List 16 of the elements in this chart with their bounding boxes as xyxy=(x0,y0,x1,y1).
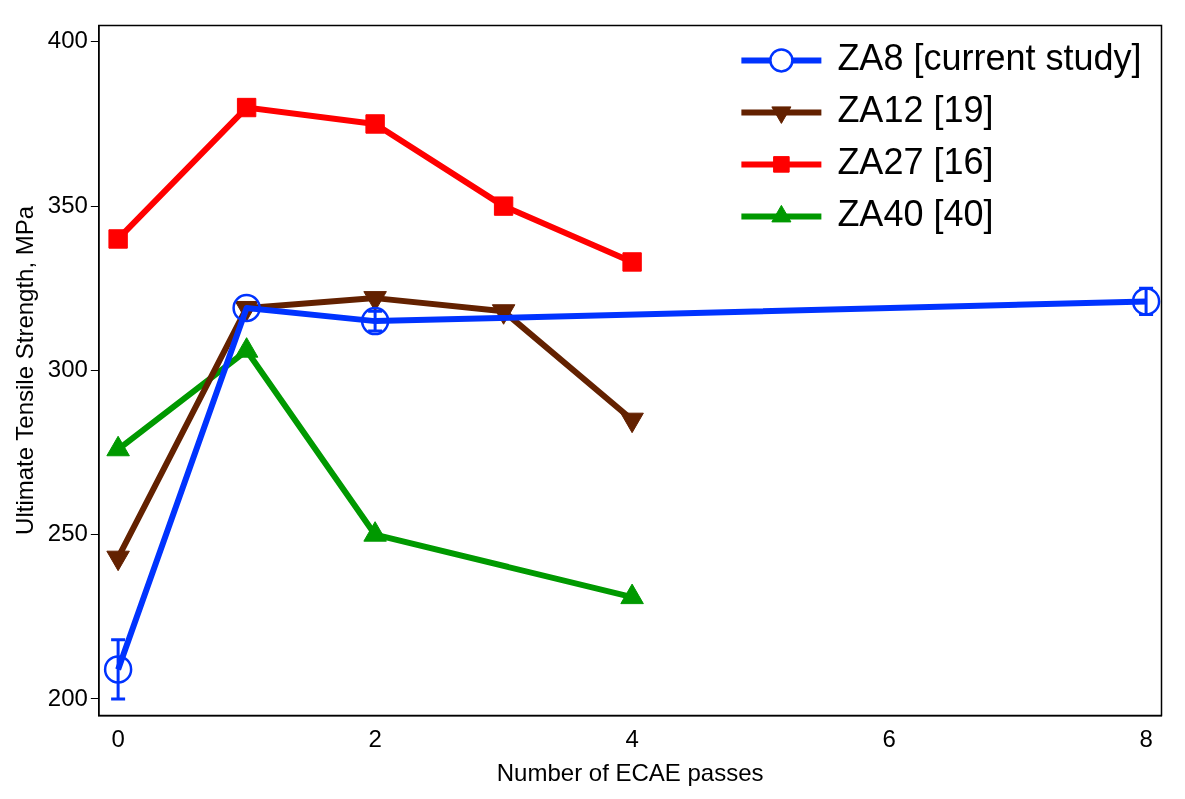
y-tick-label: 350 xyxy=(47,190,88,218)
legend-label: ZA12 [19] xyxy=(837,89,994,131)
y-tick-label: 400 xyxy=(47,26,88,54)
legend-label: ZA27 [16] xyxy=(837,141,994,183)
y-tick-label: 300 xyxy=(47,355,88,383)
x-axis-title: Number of ECAE passes xyxy=(496,759,764,787)
x-tick-label: 0 xyxy=(111,725,125,753)
x-tick-label: 4 xyxy=(625,725,639,753)
x-tick-label: 2 xyxy=(368,725,382,753)
y-tick-label: 250 xyxy=(47,519,88,547)
x-tick-label: 6 xyxy=(882,725,896,753)
y-tick-label: 200 xyxy=(47,683,88,711)
y-axis-title: Ultimate Tensile Strength, MPa xyxy=(11,205,39,535)
x-tick-label: 8 xyxy=(1139,725,1153,753)
legend-label: ZA40 [40] xyxy=(837,193,994,235)
legend-label: ZA8 [current study] xyxy=(837,37,1142,79)
